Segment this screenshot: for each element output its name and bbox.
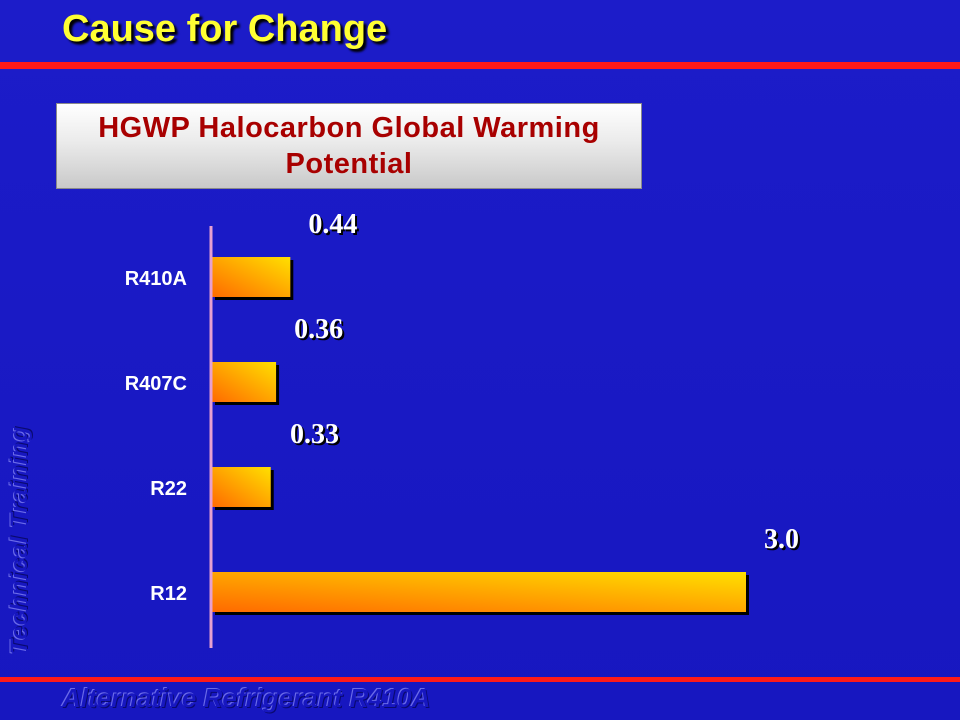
category-label: R410A [125, 268, 187, 290]
value-label: 3.0 [764, 524, 799, 555]
footer-divider-line [0, 677, 960, 682]
value-label: 0.36 [294, 314, 343, 345]
bar-r12 [212, 572, 746, 612]
title-divider-line [0, 62, 960, 69]
category-label: R12 [150, 583, 187, 605]
chart-title-box: HGWP Halocarbon Global Warming Potential [56, 103, 642, 189]
slide-title: Cause for Change [62, 8, 388, 50]
value-label: 0.33 [290, 419, 339, 450]
category-label: R22 [150, 478, 187, 500]
value-label-shadow: 0.33 [292, 421, 341, 452]
footer-text: Alternative Refrigerant R410A [62, 683, 431, 713]
bar-r407c [212, 362, 277, 402]
bars-layer: R410A0.440.44R407C0.360.36R220.330.33R12… [125, 209, 801, 615]
category-label: R407C [125, 373, 187, 395]
side-watermark-text: Technical Training [6, 425, 33, 655]
value-label-shadow: 0.44 [310, 211, 359, 242]
bar-r22 [212, 467, 271, 507]
value-label-shadow: 0.36 [296, 316, 345, 347]
value-label: 0.44 [308, 209, 357, 240]
chart-title: HGWP Halocarbon Global Warming Potential [98, 112, 600, 180]
bar-r410a [212, 257, 291, 297]
value-label-shadow: 3.0 [766, 526, 801, 557]
